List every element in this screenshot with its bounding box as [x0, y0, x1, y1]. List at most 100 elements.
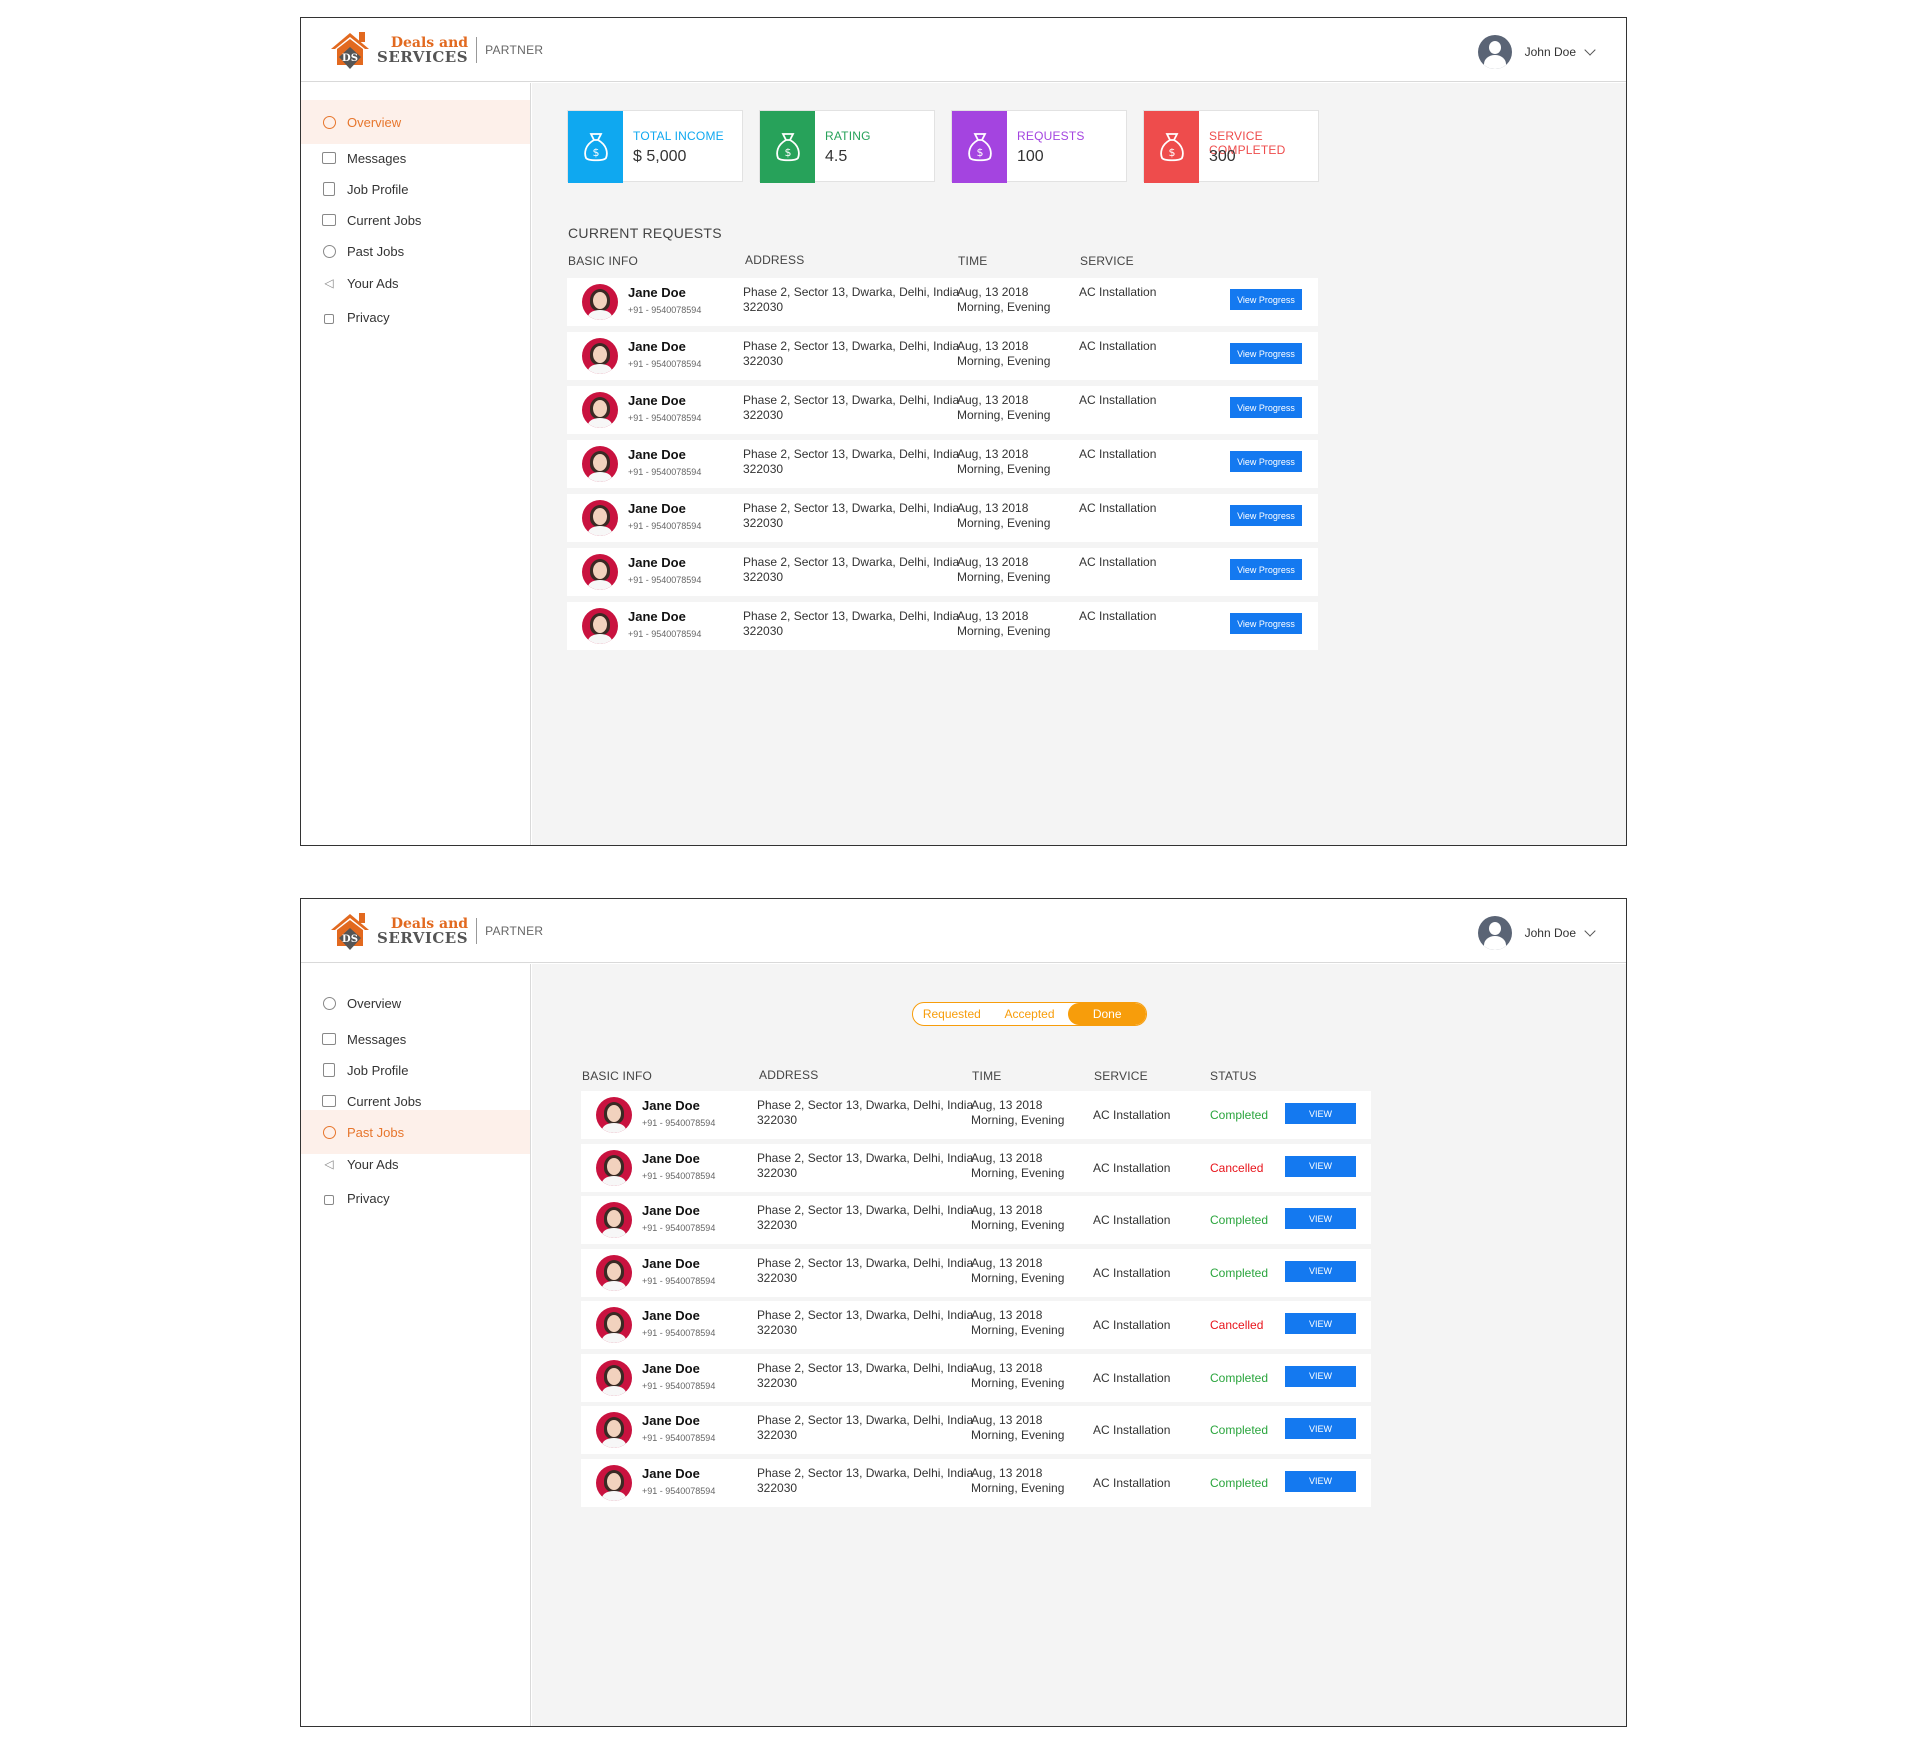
table-row: Jane Doe +91 - 9540078594 Phase 2, Sector …: [581, 1196, 1371, 1244]
user-menu[interactable]: John Doe: [1477, 916, 1596, 950]
time: Aug, 13 2018 Morning, Evening: [971, 1098, 1064, 1128]
customer-avatar: [596, 1202, 632, 1238]
sidebar-item-job-profile[interactable]: Job Profile: [301, 167, 530, 211]
view-button[interactable]: VIEW: [1285, 1208, 1356, 1229]
address-line: Phase 2, Sector 13, Dwarka, Delhi, India: [757, 1465, 974, 1480]
column-header-status: STATUS: [1210, 1069, 1257, 1083]
customer-phone: +91 - 9540078594: [628, 575, 702, 585]
sidebar-item-messages[interactable]: Messages: [301, 1017, 530, 1061]
customer-avatar: [596, 1149, 632, 1186]
customer-avatar: [596, 1464, 632, 1501]
address-pincode: 322030: [757, 1113, 798, 1127]
megaphone-icon: ◁: [324, 276, 334, 290]
address-line: Phase 2, Sector 13, Dwarka, Delhi, India: [743, 339, 960, 353]
view-progress-button[interactable]: View Progress: [1230, 559, 1302, 580]
address-pincode: 322030: [743, 624, 784, 638]
customer-name: Jane Doe: [642, 1150, 700, 1166]
service: AC Installation: [1093, 1108, 1171, 1122]
table-row: Jane Doe +91 - 9540078594 Phase 2, Sector …: [567, 602, 1318, 650]
time-slot: Morning, Evening: [971, 1428, 1065, 1442]
address-pincode: 322030: [757, 1428, 798, 1442]
date: Aug, 13 2018: [971, 1413, 1043, 1427]
sidebar-item-current-jobs[interactable]: Current Jobs: [301, 1079, 530, 1123]
address-line: Phase 2, Sector 13, Dwarka, Delhi, India: [757, 1413, 974, 1427]
view-progress-button[interactable]: View Progress: [1230, 343, 1302, 364]
sidebar-item-job-profile[interactable]: Job Profile: [301, 1048, 530, 1092]
address: Phase 2, Sector 13, Dwarka, Delhi, India…: [757, 1256, 973, 1286]
view-button[interactable]: VIEW: [1285, 1155, 1356, 1177]
time-slot: Morning, Evening: [957, 516, 1051, 530]
customer-name: Jane Doe: [642, 1098, 700, 1113]
time-slot: Morning, Evening: [957, 408, 1051, 422]
time-slot: Morning, Evening: [971, 1165, 1065, 1180]
table-row: Jane Doe +91 - 9540078594 Phase 2, Sector …: [581, 1406, 1371, 1454]
overview-main: $ TOTAL INCOME $ 5,000 $ RATING 4.5 $ RE…: [532, 83, 1626, 845]
status-badge: Completed: [1210, 1370, 1269, 1385]
sidebar-item-past-jobs[interactable]: Past Jobs: [301, 1110, 530, 1154]
view-button[interactable]: VIEW: [1285, 1260, 1356, 1282]
status-badge: Completed: [1210, 1265, 1269, 1280]
sidebar-item-past-jobs[interactable]: Past Jobs: [301, 229, 530, 273]
past-jobs-main: Requested Accepted Done BASIC INFO ADDRE…: [532, 964, 1626, 1726]
user-menu[interactable]: John Doe: [1477, 35, 1596, 69]
brand-logo[interactable]: DS Deals and SERVICES PARTNER: [327, 908, 543, 954]
sidebar-item-overview[interactable]: Overview: [301, 100, 530, 144]
customer-name: Jane Doe: [642, 1308, 700, 1323]
column-header-address: ADDRESS: [759, 1068, 819, 1082]
brand-logo[interactable]: DS Deals and SERVICES PARTNER: [327, 27, 543, 73]
sidebar-item-messages[interactable]: Messages: [301, 136, 530, 180]
view-progress-button[interactable]: View Progress: [1230, 397, 1302, 418]
view-button[interactable]: VIEW: [1285, 1313, 1356, 1334]
address-line: Phase 2, Sector 13, Dwarka, Delhi, India: [743, 555, 960, 569]
view-progress-button[interactable]: View Progress: [1230, 451, 1302, 472]
sidebar-item-label: Privacy: [347, 309, 390, 325]
view-progress-button[interactable]: View Progress: [1230, 505, 1302, 526]
customer-name: Jane Doe: [642, 1360, 700, 1376]
service: AC Installation: [1079, 447, 1157, 461]
column-header-service: SERVICE: [1094, 1069, 1148, 1083]
view-progress-button[interactable]: View Progress: [1230, 289, 1302, 310]
time: Aug, 13 2018 Morning, Evening: [971, 1151, 1064, 1181]
tab-accepted[interactable]: Accepted: [1004, 1007, 1055, 1021]
sidebar-item-overview[interactable]: Overview: [301, 981, 530, 1025]
column-header-address: ADDRESS: [745, 253, 805, 267]
time-slot: Morning, Evening: [957, 300, 1051, 314]
sidebar-item-privacy[interactable]: Privacy: [301, 1176, 530, 1220]
stat-card-total-income: $ TOTAL INCOME $ 5,000: [567, 110, 743, 183]
customer-name: Jane Doe: [628, 339, 686, 354]
table-row: Jane Doe +91 - 9540078594 Phase 2, Sector …: [581, 1353, 1371, 1402]
sidebar-item-privacy[interactable]: Privacy: [301, 295, 530, 339]
user-name: John Doe: [1524, 926, 1576, 940]
address: Phase 2, Sector 13, Dwarka, Delhi, India…: [757, 1151, 973, 1181]
service: AC Installation: [1079, 609, 1157, 623]
table-row: Jane Doe +91 - 9540078594 Phase 2, Sector …: [567, 332, 1318, 380]
house-logo-icon: DS: [331, 913, 369, 950]
tab-done[interactable]: Done: [1068, 1003, 1146, 1025]
stat-card-rating: $ RATING 4.5: [759, 110, 935, 183]
time-slot: Morning, Evening: [971, 1270, 1065, 1285]
address: Phase 2, Sector 13, Dwarka, Delhi, India…: [743, 501, 959, 531]
status-badge: Completed: [1210, 1475, 1269, 1490]
view-progress-button[interactable]: View Progress: [1230, 613, 1302, 634]
customer-name: Jane Doe: [628, 555, 686, 570]
view-button[interactable]: VIEW: [1285, 1418, 1356, 1439]
customer-name: Jane Doe: [628, 447, 686, 462]
time: Aug, 13 2018 Morning, Evening: [957, 393, 1050, 423]
sidebar-item-label: Your Ads: [347, 275, 399, 291]
address-line: Phase 2, Sector 13, Dwarka, Delhi, India: [743, 447, 960, 461]
date: Aug, 13 2018: [957, 285, 1029, 299]
svg-text:$: $: [784, 146, 791, 159]
sidebar-item-label: Job Profile: [347, 181, 409, 197]
sidebar-item-your-ads[interactable]: ◁ Your Ads: [301, 1142, 530, 1186]
sidebar-item-your-ads[interactable]: ◁ Your Ads: [301, 261, 530, 305]
address: Phase 2, Sector 13, Dwarka, Delhi, India…: [757, 1466, 973, 1496]
sidebar-item-current-jobs[interactable]: Current Jobs: [301, 198, 530, 242]
tab-requested[interactable]: Requested: [922, 1007, 981, 1021]
view-button[interactable]: VIEW: [1285, 1365, 1356, 1387]
table-row: Jane Doe +91 - 9540078594 Phase 2, Sector …: [581, 1143, 1371, 1192]
date: Aug, 13 2018: [971, 1150, 1043, 1165]
customer-phone: +91 - 9540078594: [628, 359, 702, 369]
view-button[interactable]: VIEW: [1285, 1103, 1356, 1124]
view-button[interactable]: VIEW: [1285, 1470, 1356, 1492]
date: Aug, 13 2018: [971, 1255, 1043, 1270]
